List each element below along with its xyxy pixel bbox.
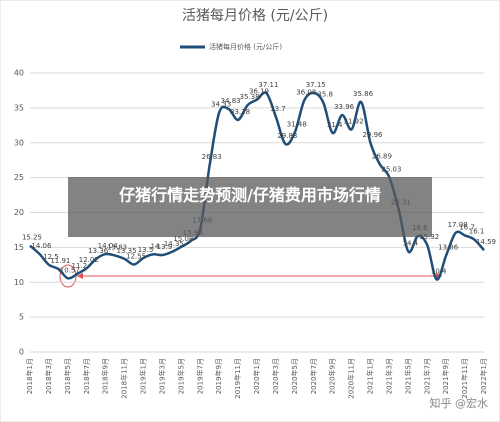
y-tick-label: 5 [19,313,24,322]
data-label: 37.11 [258,81,278,89]
x-tick-label: 2018年7月 [82,358,91,394]
y-tick-label: 15 [14,243,24,252]
data-label: 14.06 [31,242,52,250]
data-label: 13.5 [138,246,154,254]
data-label: 29.83 [277,132,297,140]
x-tick-label: 2020年7月 [309,358,318,394]
y-tick-label: 30 [14,138,24,147]
data-label: 31.92 [344,117,364,125]
data-label: 35.38 [240,93,260,101]
data-label: 26.83 [202,153,222,161]
data-label: 36.08 [296,88,316,96]
x-tick-label: 2020年9月 [328,358,337,394]
data-label: 33.96 [334,103,355,111]
data-label: 14.59 [476,238,496,246]
data-label: 10.4 [431,267,447,275]
data-label: 31.48 [287,120,307,128]
x-tick-label: 2020年5月 [290,358,299,394]
data-label: 15.08 [173,235,193,243]
data-label: 15.32 [419,233,439,241]
data-label: 13.36 [88,247,109,255]
x-tick-label: 2018年3月 [44,358,53,394]
x-tick-label: 2021年9月 [441,358,450,394]
data-label: 26.89 [372,152,392,160]
data-label: 14.04 [98,242,119,250]
x-tick-label: 2021年7月 [422,358,431,394]
data-label: 15.25 [22,234,42,242]
data-label: 14.4 [403,240,419,248]
y-tick-label: 25 [14,173,24,182]
data-label: 12.02 [79,256,99,264]
data-label: 35.86 [353,90,374,98]
y-tick-label: 0 [19,348,24,357]
data-label: 29.96 [362,131,383,139]
data-label: 17.08 [448,221,468,229]
data-label: 13.9 [157,243,173,251]
x-tick-label: 2022年1月 [479,358,488,394]
data-label: 31.4 [327,121,343,129]
x-tick-label: 2021年11月 [460,358,469,399]
data-label: 36.19 [249,88,269,96]
x-tick-label: 2019年5月 [176,358,185,394]
banner-text: 仔猪行情走势预测/仔猪费用市场行情 [119,186,381,205]
y-tick-label: 35 [14,103,24,112]
y-tick-label: 10 [14,278,24,287]
data-label: 11.2 [71,262,87,270]
y-tick-label: 40 [14,69,24,78]
data-label: 33.28 [230,108,250,116]
x-tick-label: 2021年3月 [384,358,393,394]
x-tick-label: 2019年7月 [195,358,204,394]
x-tick-label: 2018年5月 [63,358,72,394]
chart-title: 活猪每月价格 (元/公斤) [182,8,328,24]
x-tick-label: 2018年9月 [101,358,110,394]
data-label: 37.15 [306,81,326,89]
data-label: 35.8 [317,90,333,98]
banner-bg [68,177,432,237]
data-label: 16.7 [459,224,475,232]
x-tick-label: 2020年11月 [347,358,356,399]
data-label: 16.1 [469,228,485,236]
x-tick-label: 2019年3月 [157,358,166,394]
x-tick-label: 2018年1月 [25,358,34,394]
data-label: 13.83 [107,244,127,252]
data-label: 14 [150,242,159,250]
x-tick-label: 2021年1月 [366,358,375,394]
data-label: 13.35 [117,247,137,255]
y-tick-label: 20 [14,208,24,217]
data-label: 12.55 [126,252,146,260]
x-tick-label: 2019年1月 [139,358,148,394]
data-label: 34.33 [211,101,231,109]
data-label: 10.57 [60,266,80,274]
data-label: 13.86 [438,243,459,251]
data-label: 12.5 [43,253,59,261]
x-tick-label: 2019年11月 [233,358,242,399]
data-label: 11.91 [50,257,70,265]
x-tick-label: 2020年3月 [271,358,280,394]
data-label: 34.83 [221,97,241,105]
watermark: 知乎 @宏水 [430,396,489,410]
x-tick-label: 2020年1月 [252,358,261,394]
series-line [29,91,485,281]
data-label: 25.03 [381,165,401,173]
x-tick-label: 2019年9月 [214,358,223,394]
legend-label: 活猪每月价格 (元/公斤) [209,42,282,51]
x-tick-label: 2021年5月 [403,358,412,394]
x-tick-label: 2018年11月 [120,358,129,399]
data-label: 14.35 [164,240,184,248]
data-label: 33.7 [270,105,286,113]
